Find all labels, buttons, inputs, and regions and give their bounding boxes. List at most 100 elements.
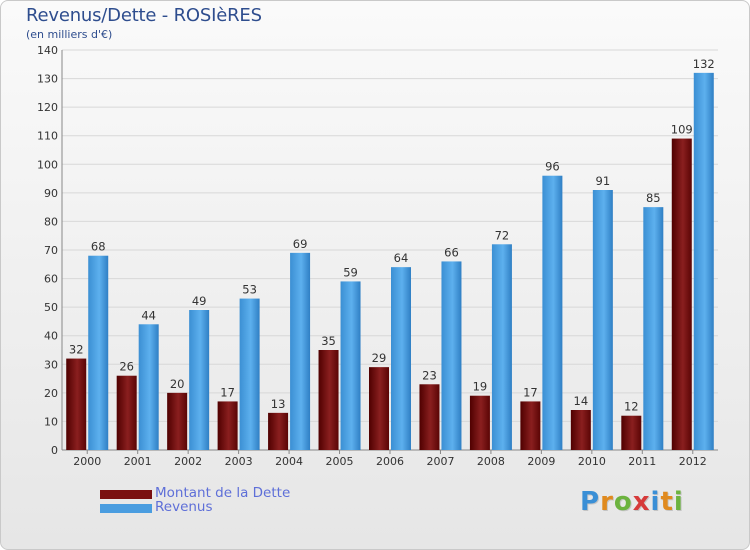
data-label-dette: 35: [321, 334, 336, 348]
bar-dette: [671, 138, 692, 451]
y-tick-label: 100: [37, 158, 58, 171]
bar-dette: [419, 384, 440, 450]
legend-swatch-debt: [100, 490, 152, 499]
logo-letter: r: [600, 487, 614, 517]
data-label-dette: 29: [372, 351, 387, 365]
bar-dette: [116, 375, 137, 450]
x-tick-label: 2005: [326, 455, 354, 468]
bar-revenus: [340, 281, 361, 450]
y-tick-label: 40: [44, 330, 58, 343]
data-label-revenus: 68: [91, 240, 106, 254]
bar-revenus: [491, 244, 512, 450]
data-labels: 32 68 26 44 20 49 17 53 13 69 35 59 29 64 23 66 19 72 17 96…: [69, 57, 715, 414]
data-label-revenus: 44: [141, 308, 156, 322]
data-label-dette: 17: [523, 385, 538, 399]
axes: 0 10 20 30 40 50 60 70 80 90 100 110 120 130 140 2000 20…: [37, 44, 718, 468]
legend-label-debt: Montant de la Dette: [155, 485, 291, 501]
data-label-dette: 13: [271, 397, 286, 411]
x-tick-label: 2011: [628, 455, 656, 468]
bar-revenus: [441, 261, 462, 450]
bar-revenus: [391, 267, 411, 450]
bar-revenus: [88, 255, 109, 450]
data-label-dette: 14: [574, 394, 589, 408]
data-label-dette: 20: [170, 377, 185, 391]
x-tick-label: 2012: [679, 455, 707, 468]
data-label-dette: 109: [671, 123, 693, 137]
y-tick-label: 30: [44, 358, 58, 371]
data-label-revenus: 96: [545, 160, 560, 174]
x-tick-label: 2002: [174, 455, 202, 468]
y-tick-label: 130: [37, 73, 58, 86]
logo-letter: i: [650, 487, 661, 517]
x-tick-label: 2010: [578, 455, 606, 468]
bar-dette: [369, 367, 389, 450]
gridlines: [62, 49, 718, 451]
bar-dette: [318, 350, 339, 450]
data-label-revenus: 59: [343, 265, 358, 279]
x-tick-label: 2008: [477, 455, 505, 468]
logo-letter: o: [613, 487, 633, 517]
y-tick-label: 50: [44, 301, 58, 314]
bar-revenus: [290, 252, 311, 450]
y-tick-label: 60: [44, 273, 58, 286]
x-tick-label: 2003: [225, 455, 253, 468]
bar-dette: [570, 410, 591, 450]
bar-dette: [469, 395, 490, 450]
y-tick-label: 10: [44, 415, 58, 428]
bar-revenus: [239, 298, 260, 450]
bar-dette: [217, 401, 238, 450]
bar-revenus: [189, 310, 210, 450]
data-label-revenus: 49: [192, 294, 207, 308]
logo-letter: t: [660, 487, 674, 517]
data-label-dette: 12: [624, 400, 639, 414]
x-tick-label: 2006: [376, 455, 404, 468]
data-label-revenus: 91: [596, 174, 611, 188]
bar-revenus: [138, 324, 159, 450]
data-label-dette: 32: [69, 343, 84, 357]
x-tick-label: 2007: [426, 455, 454, 468]
logo-letter: i: [673, 487, 684, 517]
data-label-revenus: 69: [293, 237, 308, 251]
data-label-revenus: 66: [444, 245, 459, 259]
bar-revenus: [643, 207, 664, 450]
chart-title: Revenus/Dette - ROSIèRES: [26, 5, 262, 26]
bar-revenus: [542, 175, 563, 450]
logo-letter: P: [580, 487, 601, 517]
legend-label-revenus: Revenus: [155, 499, 213, 515]
y-tick-label: 110: [37, 130, 58, 143]
y-tick-label: 0: [51, 444, 58, 457]
bars: [66, 72, 714, 451]
bar-dette: [167, 392, 188, 450]
y-tick-label: 120: [37, 101, 58, 114]
data-label-revenus: 132: [693, 57, 715, 71]
bar-revenus: [592, 190, 613, 450]
bar-dette: [66, 358, 87, 450]
x-tick-label: 2001: [124, 455, 152, 468]
y-tick-label: 90: [44, 187, 58, 200]
bar-dette: [621, 415, 642, 450]
x-tick-label: 2009: [527, 455, 555, 468]
data-label-dette: 19: [473, 380, 488, 394]
x-tick-label: 2000: [73, 455, 101, 468]
y-tick-label: 20: [44, 387, 58, 400]
proxiti-logo[interactable]: Proxiti: [580, 487, 684, 517]
bar-dette: [268, 412, 289, 450]
bar-dette: [520, 401, 541, 450]
data-label-revenus: 72: [495, 228, 510, 242]
data-label-dette: 23: [422, 368, 437, 382]
x-tick-label: 2004: [275, 455, 303, 468]
data-label-revenus: 53: [242, 283, 257, 297]
y-tick-label: 140: [37, 44, 58, 57]
data-label-revenus: 85: [646, 191, 661, 205]
legend-swatch-revenus: [100, 504, 152, 513]
chart-subtitle: (en milliers d'€): [26, 28, 113, 41]
data-label-dette: 17: [220, 385, 235, 399]
logo-letter: x: [632, 487, 651, 517]
y-tick-label: 70: [44, 244, 58, 257]
data-label-dette: 26: [119, 360, 134, 374]
y-tick-label: 80: [44, 215, 58, 228]
data-label-revenus: 64: [394, 251, 409, 265]
bar-revenus: [693, 72, 714, 450]
